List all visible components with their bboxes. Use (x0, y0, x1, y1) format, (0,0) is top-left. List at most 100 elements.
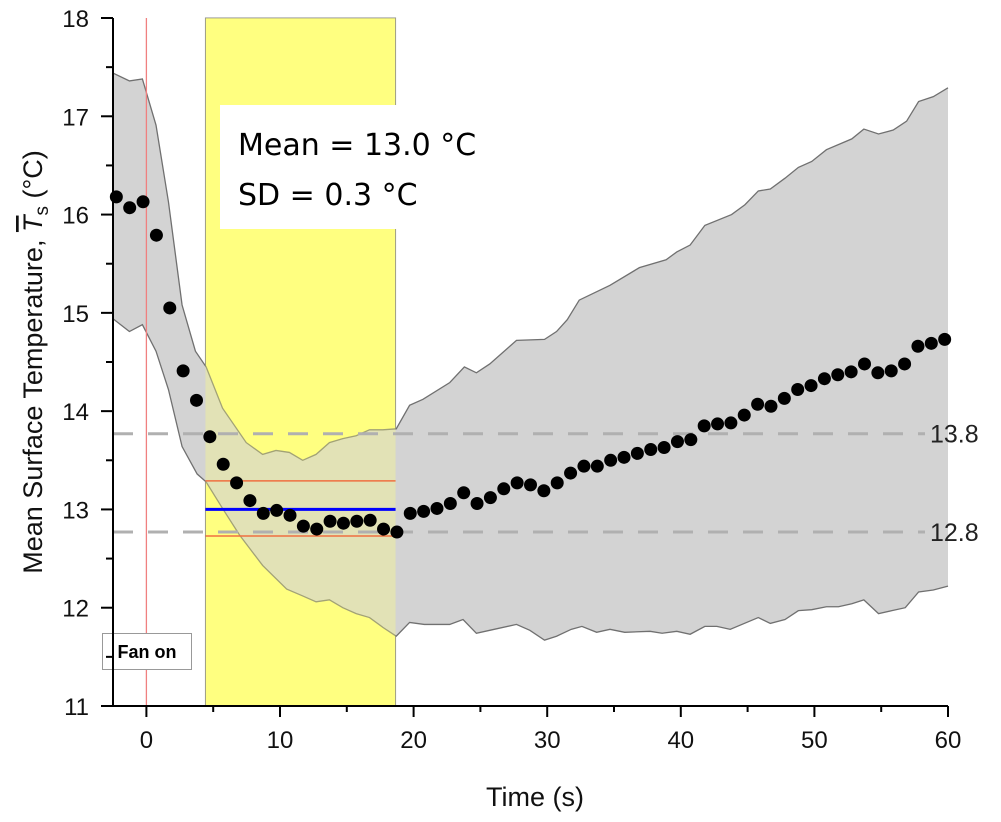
data-point (804, 379, 818, 393)
y-axis-title-suffix: (°C) (18, 150, 48, 206)
data-point (697, 419, 711, 433)
data-point (190, 393, 203, 407)
y-axis-title-subscript: s (32, 206, 53, 216)
y-tick-label: 16 (62, 203, 89, 230)
data-point (630, 446, 644, 460)
y-axis-title-prefix: Mean Surface Temperature, (18, 232, 48, 574)
reference-line-label: 12.8 (930, 519, 979, 547)
data-point (684, 433, 698, 447)
data-point (390, 525, 404, 539)
sd-text: SD = 0.3 °C (238, 178, 418, 213)
data-point (163, 301, 177, 315)
mean-text: Mean = 13.0 °C (238, 128, 476, 163)
x-tick-label: 20 (400, 727, 427, 754)
x-tick-label: 60 (935, 727, 962, 754)
data-point (604, 453, 618, 467)
data-point (109, 190, 123, 204)
data-point (149, 228, 163, 242)
uncertainty-band (112, 72, 949, 641)
y-axis-title: Mean Surface Temperature, Ts (°C) (18, 150, 53, 573)
data-point (644, 442, 658, 456)
data-point (497, 482, 511, 496)
data-point (403, 506, 417, 520)
data-point (550, 476, 564, 490)
y-tick-label: 18 (62, 6, 89, 33)
data-point (938, 332, 952, 346)
data-point (537, 484, 551, 498)
x-tick-label: 50 (801, 727, 828, 754)
data-point (844, 365, 858, 379)
fan-on-box (102, 633, 192, 670)
data-point (524, 478, 537, 492)
data-point (296, 519, 310, 533)
data-point (764, 399, 778, 413)
data-point (777, 391, 791, 405)
stats-box-background (220, 105, 402, 229)
data-point (898, 357, 912, 371)
data-point (336, 516, 350, 530)
x-tick-label: 0 (140, 727, 153, 754)
band-fill (113, 73, 948, 641)
data-point (323, 514, 337, 528)
band-upper-edge (112, 72, 949, 462)
data-point (724, 416, 738, 430)
y-tick-label: 15 (62, 301, 89, 328)
data-point (751, 397, 765, 411)
data-point (483, 491, 497, 505)
fan-on-label: Fan on (102, 633, 192, 670)
data-point (377, 522, 391, 536)
y-tick-label: 12 (62, 596, 89, 623)
x-axis-title: Time (s) (486, 782, 584, 812)
band-lower-edge (112, 318, 949, 641)
reference-line-label: 13.8 (930, 421, 979, 449)
stats-box: Mean = 13.0 °C SD = 0.3 °C (220, 105, 476, 229)
data-point (831, 368, 845, 382)
data-point (564, 466, 578, 480)
data-point (617, 450, 631, 464)
data-point (670, 435, 684, 449)
data-points (109, 190, 952, 539)
data-point (256, 506, 270, 520)
x-tick-label: 40 (667, 727, 694, 754)
data-point (176, 364, 190, 378)
data-point (136, 195, 150, 209)
data-point (216, 457, 230, 471)
data-point (577, 459, 591, 473)
data-point (711, 417, 725, 431)
data-point (270, 503, 284, 517)
data-point (510, 476, 524, 490)
data-point (203, 430, 217, 444)
data-point (443, 497, 457, 511)
y-axis-title-symbol: T (18, 213, 48, 232)
data-point (350, 514, 364, 528)
data-point (884, 364, 898, 378)
data-point (657, 441, 671, 455)
y-tick-label: 11 (64, 694, 89, 721)
y-tick-label: 13 (62, 497, 89, 524)
data-point (911, 339, 925, 353)
data-point (817, 372, 831, 386)
data-point (310, 522, 324, 536)
data-point (858, 357, 871, 371)
data-point (470, 497, 484, 511)
axes: 11 12 13 14 15 16 17 18 0 10 20 30 40 50 60 (62, 6, 961, 754)
data-point (243, 494, 257, 508)
data-point (871, 366, 885, 380)
data-point (417, 504, 431, 518)
data-point (590, 459, 604, 473)
fan-on-text: Fan on (118, 642, 177, 662)
data-point (230, 476, 244, 490)
x-tick-label: 30 (534, 727, 561, 754)
data-point (430, 501, 444, 515)
y-tick-label: 17 (62, 104, 89, 131)
data-point (123, 201, 137, 215)
data-point (791, 383, 805, 397)
data-point (457, 486, 471, 500)
data-point (283, 508, 297, 522)
data-point (363, 513, 377, 527)
x-tick-label: 10 (267, 727, 294, 754)
y-tick-label: 14 (62, 399, 89, 426)
data-point (737, 408, 751, 422)
data-point (924, 336, 938, 350)
